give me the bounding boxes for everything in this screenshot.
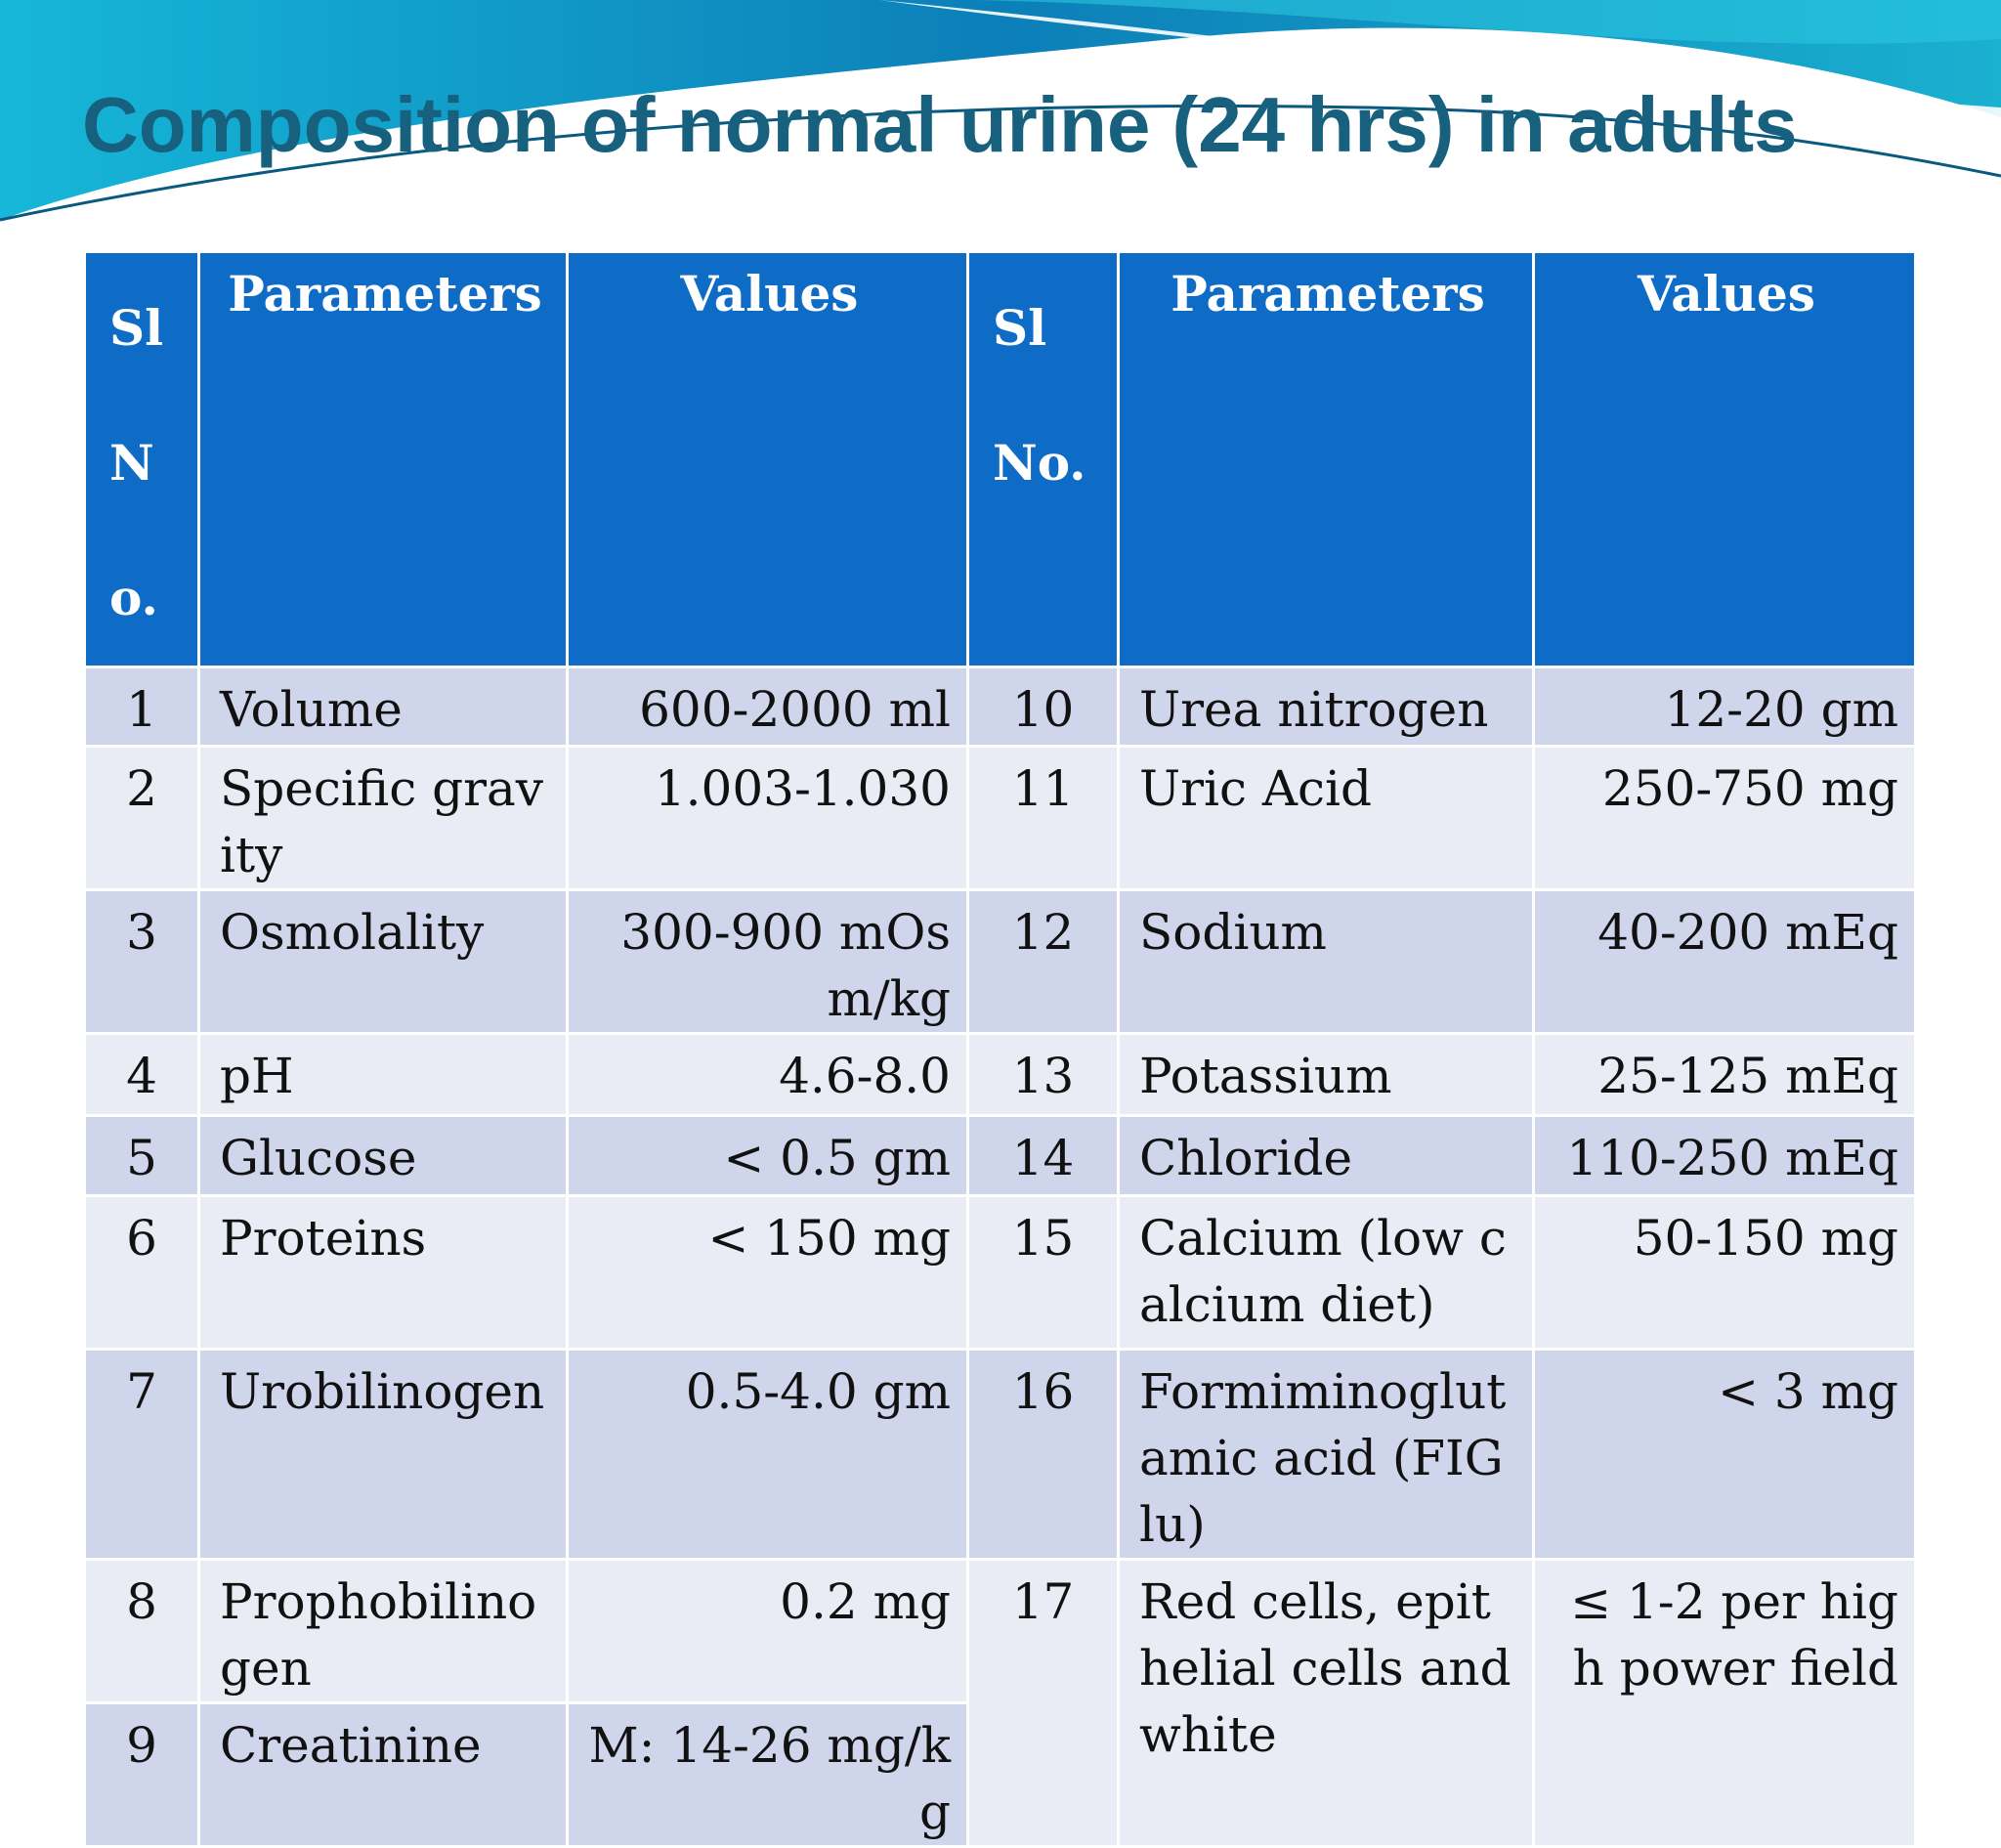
header-cell: Parameters (197, 250, 569, 668)
header-wave (0, 0, 2001, 222)
table-cell: 50-150 mg (1532, 1194, 1917, 1351)
table-cell: < 150 mg (566, 1194, 969, 1351)
table-cell: 110-250 mEq (1532, 1114, 1917, 1197)
table-cell: 4 (83, 1032, 200, 1117)
header-cell: Sl No. (966, 250, 1120, 668)
table-row: 4 pH 4.6-8.0 13 Potassium 25-125 mEq (83, 1032, 1917, 1117)
table-cell: 2 (83, 745, 200, 891)
table-cell: 13 (966, 1032, 1120, 1117)
table-cell: Red cells, epithelial cells and white (1117, 1558, 1535, 1848)
table-cell: M: 14-26 mg/kg (566, 1701, 969, 1848)
table-cell: Glucose (197, 1114, 569, 1197)
table-cell: 9 (83, 1701, 200, 1848)
table-cell: Creatinine (197, 1701, 569, 1848)
table-cell: Volume (197, 666, 569, 748)
table-cell: Prophobilinogen (197, 1558, 569, 1704)
table-cell: 15 (966, 1194, 1120, 1351)
table-cell: 12 (966, 888, 1120, 1035)
table-cell: 5 (83, 1114, 200, 1197)
table-cell: Uric Acid (1117, 745, 1535, 891)
table-cell: 6 (83, 1194, 200, 1351)
table-cell: ≤ 1-2 per high power field (1532, 1558, 1917, 1848)
table-row: 7 Urobilinogen 0.5-4.0 gm 16 Formiminoglutam… (83, 1348, 1917, 1561)
table-cell: 11 (966, 745, 1120, 891)
table-cell: 10 (966, 666, 1120, 748)
table-cell: < 3 mg (1532, 1348, 1917, 1561)
table-cell: 0.5-4.0 gm (566, 1348, 969, 1561)
table-cell: Urobilinogen (197, 1348, 569, 1561)
header-row: Sl No. Parameters Values Sl No. Parameters Va… (83, 250, 1917, 668)
table-cell: 16 (966, 1348, 1120, 1561)
table-cell: 1.003-1.030 (566, 745, 969, 891)
table-cell: Specific gravity (197, 745, 569, 891)
table-cell: Potassium (1117, 1032, 1535, 1117)
table-row: 1 Volume 600-2000 ml 10 Urea nitrogen 12-20 g… (83, 666, 1917, 748)
header-cell: Sl No. (83, 250, 200, 668)
table-cell: 0.2 mg (566, 1558, 969, 1704)
table-cell: Formiminoglutamic acid (FIGlu) (1117, 1348, 1535, 1561)
table-cell: 12-20 gm (1532, 666, 1917, 748)
table-cell: Urea nitrogen (1117, 666, 1535, 748)
header-cell: Parameters (1117, 250, 1535, 668)
table-cell: 1 (83, 666, 200, 748)
table-row: 2 Specific gravity 1.003-1.030 11 Uric Acid 2… (83, 745, 1917, 891)
table-row: 5 Glucose < 0.5 gm 14 Chloride 110-250 mEq (83, 1114, 1917, 1197)
header-cell: Values (1532, 250, 1917, 668)
table-cell: Sodium (1117, 888, 1535, 1035)
urine-table: Sl No. Parameters Values Sl No. Parameters Va… (83, 250, 1917, 1848)
table-cell: 600-2000 ml (566, 666, 969, 748)
table-cell: 300-900 mOsm/kg (566, 888, 969, 1035)
table-cell: 17 (966, 1558, 1120, 1848)
table-cell: 40-200 mEq (1532, 888, 1917, 1035)
table-cell: 25-125 mEq (1532, 1032, 1917, 1117)
table-cell: 4.6-8.0 (566, 1032, 969, 1117)
table-cell: 250-750 mg (1532, 745, 1917, 891)
header-cell: Values (566, 250, 969, 668)
table-cell: 3 (83, 888, 200, 1035)
table-cell: 7 (83, 1348, 200, 1561)
table-cell: Calcium (low calcium diet) (1117, 1194, 1535, 1351)
table-cell: < 0.5 gm (566, 1114, 969, 1197)
table-cell: Chloride (1117, 1114, 1535, 1197)
table-cell: 8 (83, 1558, 200, 1704)
table-row: 3 Osmolality 300-900 mOsm/kg 12 Sodium 40-200… (83, 888, 1917, 1035)
table-cell: 14 (966, 1114, 1120, 1197)
table-row: 8 Prophobilinogen 0.2 mg 17 Red cells, epith… (83, 1558, 1917, 1848)
table-cell: pH (197, 1032, 569, 1117)
table-row: 6 Proteins < 150 mg 15 Calcium (low calcium … (83, 1194, 1917, 1351)
slide-title: Composition of normal urine (24 hrs) in … (82, 81, 1798, 168)
table-cell: Proteins (197, 1194, 569, 1351)
table-cell: Osmolality (197, 888, 569, 1035)
